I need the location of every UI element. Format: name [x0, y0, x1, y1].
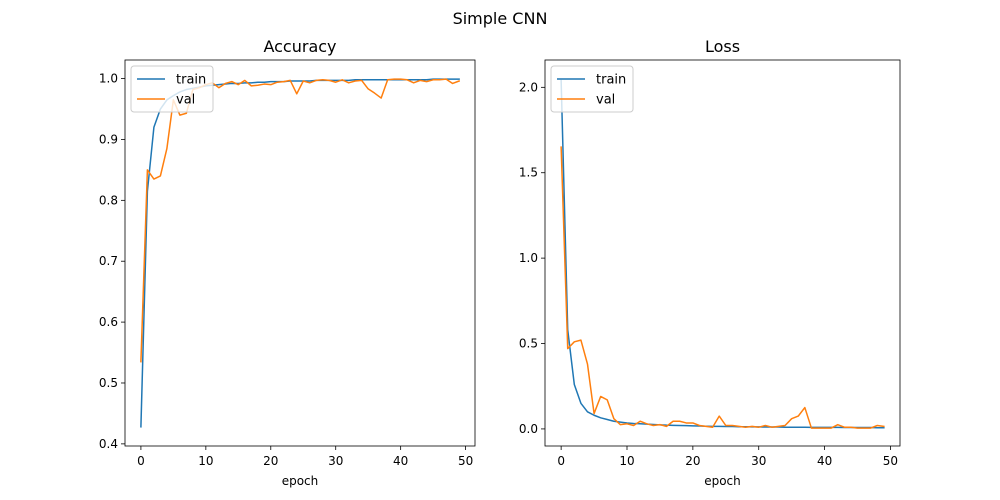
accuracy-xtick-label: 20	[263, 454, 278, 468]
loss-ytick-label: 0.5	[519, 337, 538, 351]
accuracy-xtick-label: 0	[137, 454, 145, 468]
loss-ytick-label: 1.0	[519, 251, 538, 265]
loss-xtick-label: 30	[751, 454, 766, 468]
accuracy-ytick-label: 0.5	[99, 376, 118, 390]
loss-xtick-label: 50	[883, 454, 898, 468]
accuracy-title: Accuracy	[263, 37, 336, 56]
accuracy-ytick-label: 0.6	[99, 315, 118, 329]
accuracy-ytick-label: 1.0	[99, 72, 118, 86]
loss-series-train-line	[560, 79, 885, 429]
loss-xtick-label: 10	[619, 454, 634, 468]
loss-series-val-line	[560, 146, 885, 429]
loss-xtick-label: 40	[817, 454, 832, 468]
accuracy-legend	[130, 65, 214, 113]
accuracy-legend-val-label: val	[176, 93, 195, 108]
loss-xtick-label: 0	[557, 454, 565, 468]
loss-xtick-label: 20	[685, 454, 700, 468]
accuracy-chart: Accuracy 0 10 20 30 40 50 0.4 0.5 0.6 0.7 0.8 0.9 1.0…	[99, 37, 476, 488]
loss-legend-train-label: train	[596, 73, 626, 88]
loss-xlabel: epoch	[704, 474, 741, 488]
loss-title: Loss	[705, 37, 740, 56]
loss-axes-frame	[544, 59, 901, 447]
accuracy-xtick-label: 50	[458, 454, 473, 468]
figure-title: Simple CNN	[453, 9, 548, 28]
accuracy-ytick-label: 0.4	[99, 437, 118, 451]
accuracy-ytick-label: 0.8	[99, 193, 118, 207]
loss-ytick-label: 2.0	[519, 80, 538, 94]
loss-legend	[550, 65, 634, 113]
loss-chart: Loss 0 10 20 30 40 50 0.0 0.5 1.0 1.5 2.0 epoch train…	[519, 37, 901, 488]
accuracy-xtick-label: 40	[393, 454, 408, 468]
loss-legend-val-label: val	[596, 93, 615, 108]
accuracy-axes-frame	[124, 59, 476, 447]
loss-ytick-label: 1.5	[519, 166, 538, 180]
accuracy-xtick-label: 10	[198, 454, 213, 468]
loss-ytick-label: 0.0	[519, 422, 538, 436]
accuracy-ytick-label: 0.9	[99, 132, 118, 146]
accuracy-series-val-line	[140, 78, 461, 363]
accuracy-ytick-label: 0.7	[99, 254, 118, 268]
accuracy-series-train-line	[140, 78, 460, 428]
accuracy-legend-train-label: train	[176, 73, 206, 88]
accuracy-xtick-label: 30	[328, 454, 343, 468]
accuracy-xlabel: epoch	[282, 474, 319, 488]
